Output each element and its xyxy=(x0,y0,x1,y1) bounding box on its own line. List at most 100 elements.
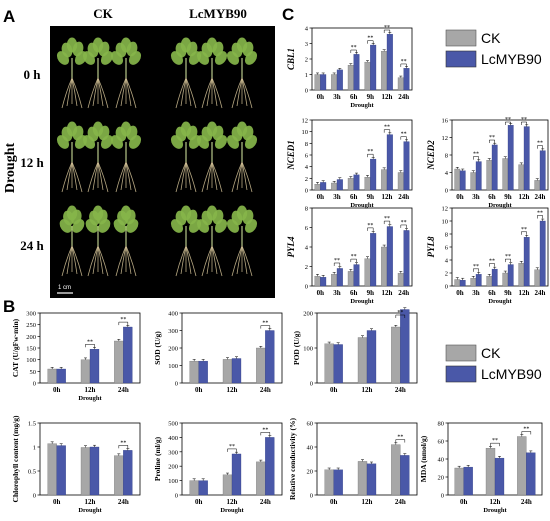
legend-swatch-ck xyxy=(445,29,477,47)
x-axis-label: Drought xyxy=(350,102,374,109)
chart-nced2: 0 4 8 12 16 NCED2 0h ** 3h ** 6h ** 9h ** 12h ** 24h Drou… xyxy=(426,117,549,209)
x-tick-label: 6h xyxy=(488,193,496,201)
x-tick-label: 6h xyxy=(350,289,358,297)
x-tick-label: 0h xyxy=(195,498,203,506)
y-tick-label: 0 xyxy=(175,493,178,500)
significance-mark: ** xyxy=(367,223,373,229)
significance-bracket xyxy=(400,136,407,140)
y-axis-label: POD (U/g) xyxy=(292,331,301,365)
bar-lcmyb90 xyxy=(336,69,343,91)
x-tick-label: 12h xyxy=(382,193,393,201)
bar-lcmyb90 xyxy=(320,182,327,191)
significance-mark: ** xyxy=(521,117,527,123)
significance-bracket xyxy=(505,258,511,263)
plot-frame xyxy=(311,27,413,91)
x-tick-label: 24h xyxy=(118,386,129,394)
chart-sod: 0 100 200 300 400 SOD (U/g) 0h 12h ** 24h xyxy=(153,311,283,394)
y-tick-label: 10 xyxy=(442,219,449,226)
x-tick-label: 24h xyxy=(398,193,409,201)
y-tick-label: 4 xyxy=(305,26,309,33)
bar-lcmyb90 xyxy=(507,264,514,287)
bar-ck xyxy=(470,172,477,191)
x-tick-label: 24h xyxy=(260,498,271,506)
bar-ck xyxy=(486,276,493,287)
bar-ck xyxy=(347,178,354,191)
legend-b-swatch-ck xyxy=(445,344,477,362)
significance-bracket xyxy=(350,258,357,263)
x-tick-label: 9h xyxy=(504,193,512,201)
bar-lcmyb90 xyxy=(265,437,275,496)
bar-lcmyb90 xyxy=(491,144,498,191)
significance-bracket xyxy=(490,442,500,447)
significance-mark: ** xyxy=(505,117,511,123)
y-tick-label: 0 xyxy=(33,493,36,500)
bar-ck xyxy=(485,448,496,496)
photo-column-lcmyb90: LcMYB90 xyxy=(189,6,247,21)
x-tick-label: 6h xyxy=(350,193,358,201)
x-tick-label: 12h xyxy=(362,498,373,506)
bar-ck xyxy=(517,436,527,496)
plot-frame xyxy=(451,207,549,287)
y-tick-label: 0 xyxy=(445,284,448,291)
significance-mark: ** xyxy=(397,435,403,441)
bar-lcmyb90 xyxy=(320,277,327,287)
bar-lcmyb90 xyxy=(386,34,393,91)
x-axis-label: Drought xyxy=(350,202,374,209)
y-tick-label: 2 xyxy=(445,271,448,278)
bar-lcmyb90 xyxy=(56,368,66,384)
chart-pod: 0 100 200 POD (U/g) 0h 12h ** 24h xyxy=(292,307,418,394)
significance-bracket xyxy=(350,49,357,54)
significance-mark: ** xyxy=(334,258,340,264)
bar-ck xyxy=(397,172,404,191)
x-tick-label: 0h xyxy=(317,193,325,201)
y-tick-label: 2 xyxy=(305,57,308,64)
y-tick-label: 100 xyxy=(26,357,36,364)
x-tick-label: 3h xyxy=(472,193,480,201)
bar-lcmyb90 xyxy=(370,158,377,191)
y-tick-label: 4 xyxy=(305,164,309,171)
seedling xyxy=(196,205,228,277)
x-tick-label: 12h xyxy=(227,386,238,394)
legend-label-lcmyb90: LcMYB90 xyxy=(481,51,542,67)
x-tick-label: 24h xyxy=(398,93,409,101)
bar-lcmyb90 xyxy=(333,469,343,496)
x-tick-label: 24h xyxy=(535,289,546,297)
bar-lcmyb90 xyxy=(366,330,377,384)
significance-mark: ** xyxy=(120,440,126,446)
y-tick-label: 20 xyxy=(307,469,314,476)
bar-lcmyb90 xyxy=(353,264,360,287)
bar-lcmyb90 xyxy=(494,457,505,496)
y-tick-label: 2 xyxy=(305,176,308,183)
bar-lcmyb90 xyxy=(353,54,360,91)
significance-mark: ** xyxy=(384,25,390,31)
bar-lcmyb90 xyxy=(475,274,482,287)
bar-ck xyxy=(189,480,199,496)
y-tick-label: 40 xyxy=(307,445,314,452)
y-tick-label: 500 xyxy=(168,421,178,428)
x-tick-label: 0h xyxy=(317,93,325,101)
chart-relative-conductivity: 0 20 40 60 Relative conductivity (%) 0h 12h ** 2… xyxy=(288,417,418,506)
significance-mark: ** xyxy=(87,339,93,345)
bar-ck xyxy=(314,74,321,91)
y-tick-label: 0.5 xyxy=(28,469,36,476)
bar-ck xyxy=(381,169,388,191)
significance-bracket xyxy=(367,40,374,44)
significance-bracket xyxy=(521,121,527,125)
chart-cat: 0 50 100 150 200 250 300 CAT (U/gFw·min) 0h ** 12h… xyxy=(11,311,141,402)
significance-bracket xyxy=(383,220,391,225)
bar-lcmyb90 xyxy=(400,455,410,496)
bar-ck xyxy=(222,474,233,496)
x-axis-label: Drought xyxy=(78,395,102,402)
x-tick-label: 0h xyxy=(330,498,338,506)
chart-pyl8: 0 2 4 6 8 10 12 PYL8 0h ** 3h ** 6h ** 9h ** 12h ** 24h Dro… xyxy=(426,206,549,305)
y-tick-label: 1 xyxy=(305,72,308,79)
x-tick-label: 12h xyxy=(382,93,393,101)
y-axis-label: Proline (ml/g) xyxy=(153,436,162,481)
chart-proline: 0 100 200 300 400 500 Proline (ml/g) 0h ** 12h ** 2… xyxy=(153,421,283,514)
legend-b-swatch-lcmyb90 xyxy=(445,365,477,383)
bar-ck xyxy=(518,263,525,287)
significance-bracket xyxy=(395,314,406,318)
y-tick-label: 8 xyxy=(445,232,448,239)
bar-lcmyb90 xyxy=(403,141,410,191)
